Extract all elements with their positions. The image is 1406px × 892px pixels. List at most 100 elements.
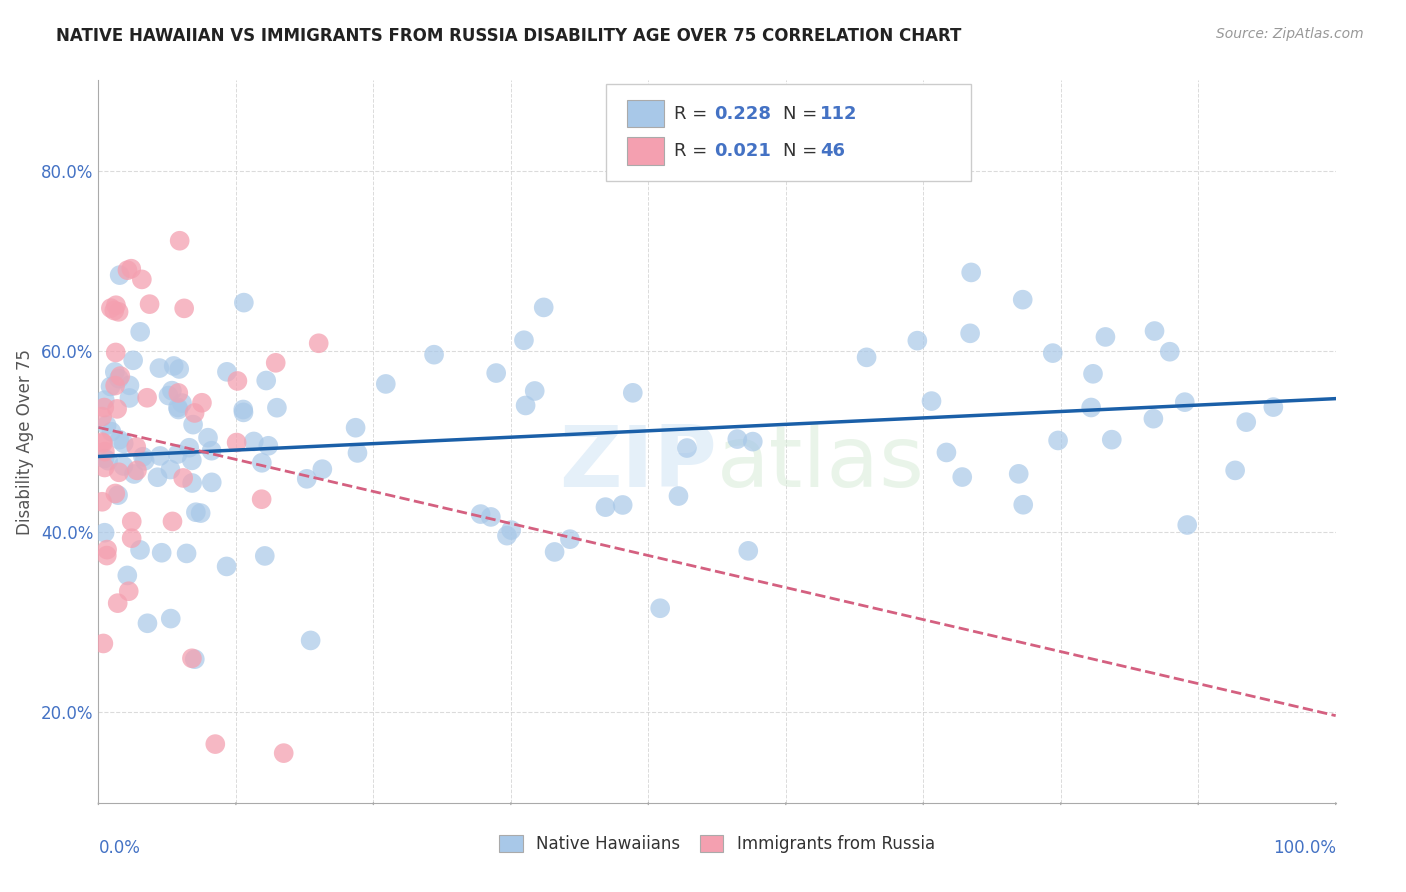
- Point: [183, 406, 205, 420]
- Text: 0.0%: 0.0%: [98, 838, 141, 857]
- Text: 0.021: 0.021: [714, 142, 772, 160]
- Point: [905, 334, 928, 348]
- Point: [485, 366, 508, 380]
- Point: [104, 298, 127, 312]
- Point: [650, 601, 672, 615]
- Point: [264, 356, 287, 370]
- Point: [93, 401, 115, 415]
- Point: [344, 421, 367, 435]
- Point: [676, 441, 699, 455]
- Point: [1080, 401, 1102, 415]
- Point: [1094, 330, 1116, 344]
- Point: [176, 546, 198, 560]
- Point: [121, 531, 143, 545]
- Point: [118, 378, 141, 392]
- Point: [118, 584, 141, 599]
- Point: [125, 463, 148, 477]
- Text: atlas: atlas: [717, 422, 925, 505]
- Text: N =: N =: [783, 104, 823, 122]
- Point: [172, 471, 194, 485]
- Point: [959, 326, 981, 341]
- Point: [181, 651, 204, 665]
- Point: [184, 652, 207, 666]
- Point: [621, 385, 644, 400]
- Point: [94, 393, 117, 408]
- Point: [201, 443, 224, 458]
- Point: [423, 348, 446, 362]
- Point: [131, 272, 153, 286]
- Point: [169, 234, 191, 248]
- Point: [855, 351, 877, 365]
- Point: [254, 374, 277, 388]
- Text: 112: 112: [820, 104, 858, 122]
- Point: [100, 379, 122, 393]
- Point: [117, 263, 139, 277]
- Point: [138, 297, 160, 311]
- Point: [1042, 346, 1064, 360]
- Point: [935, 445, 957, 459]
- Point: [1008, 467, 1031, 481]
- Point: [100, 425, 122, 439]
- Point: [1175, 518, 1198, 533]
- Text: N =: N =: [783, 142, 823, 160]
- Point: [1234, 415, 1257, 429]
- Point: [146, 470, 169, 484]
- Point: [1143, 324, 1166, 338]
- Point: [741, 434, 763, 449]
- Point: [515, 399, 537, 413]
- Point: [543, 545, 565, 559]
- Point: [170, 396, 193, 410]
- Point: [1223, 463, 1246, 477]
- FancyBboxPatch shape: [627, 100, 664, 128]
- Point: [232, 402, 254, 417]
- Point: [180, 453, 202, 467]
- Point: [1011, 293, 1033, 307]
- Point: [191, 396, 214, 410]
- Text: 0.228: 0.228: [714, 104, 772, 122]
- Point: [167, 362, 190, 376]
- Point: [104, 345, 127, 359]
- Point: [558, 532, 581, 546]
- Point: [950, 470, 973, 484]
- Point: [93, 460, 115, 475]
- Point: [108, 371, 131, 385]
- Point: [159, 462, 181, 476]
- Point: [105, 401, 128, 416]
- Point: [295, 472, 318, 486]
- Point: [104, 378, 127, 392]
- Text: R =: R =: [673, 142, 713, 160]
- Point: [1047, 434, 1070, 448]
- Point: [253, 549, 276, 563]
- Point: [250, 456, 273, 470]
- Point: [308, 336, 330, 351]
- Point: [110, 369, 132, 384]
- Point: [374, 376, 396, 391]
- Point: [346, 446, 368, 460]
- Point: [299, 633, 322, 648]
- Point: [93, 525, 115, 540]
- Point: [120, 261, 142, 276]
- Text: ZIP: ZIP: [560, 422, 717, 505]
- Point: [523, 384, 546, 398]
- Point: [91, 435, 114, 450]
- Point: [470, 507, 492, 521]
- Point: [150, 546, 173, 560]
- Point: [257, 439, 280, 453]
- Point: [122, 467, 145, 481]
- Point: [96, 418, 118, 433]
- Point: [758, 151, 780, 165]
- Point: [513, 333, 536, 347]
- Point: [163, 359, 186, 373]
- Point: [243, 434, 266, 449]
- Point: [179, 441, 201, 455]
- Y-axis label: Disability Age Over 75: Disability Age Over 75: [15, 349, 34, 534]
- Point: [960, 265, 983, 279]
- Point: [232, 405, 254, 419]
- Point: [1012, 498, 1035, 512]
- Point: [921, 394, 943, 409]
- Point: [136, 391, 159, 405]
- Point: [107, 488, 129, 502]
- Point: [108, 465, 131, 479]
- Point: [149, 449, 172, 463]
- Point: [91, 495, 114, 509]
